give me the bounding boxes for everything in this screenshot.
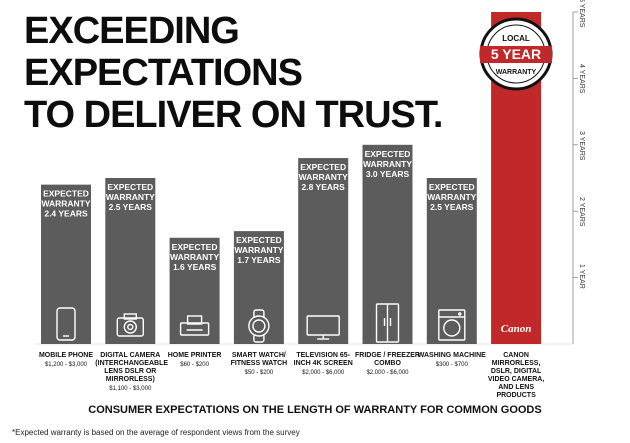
y-tick-label: 2 YEARS: [578, 197, 585, 227]
phone-icon: [56, 307, 76, 341]
bar-value-label: EXPECTED: [43, 189, 89, 199]
title-line-1: EXCEEDING EXPECTATIONS: [24, 10, 303, 94]
bar: [298, 158, 349, 344]
category-name: WASHING MACHINE: [417, 352, 486, 359]
category-label: FRIDGE / FREEZER COMBO $2,000 - $6,000: [353, 352, 423, 377]
bar-value-label: WARRANTY: [106, 192, 155, 202]
camera-icon: [116, 313, 145, 337]
y-tick-label: 5 YEARS: [578, 0, 585, 28]
category-name: TELEVISION 65-INCH 4K SCREEN: [293, 352, 353, 367]
category-label: TELEVISION 65-INCH 4K SCREEN $2,000 - $6,…: [288, 352, 358, 377]
bar-value-label: WARRANTY: [234, 245, 283, 255]
tv-icon: [306, 315, 340, 340]
bar-value-label: 2.5 YEARS: [109, 202, 153, 212]
bar-value-label: WARRANTY: [41, 199, 90, 209]
category-label: WASHING MACHINE $300 - $700: [417, 352, 487, 369]
category-label: MOBILE PHONE $1,200 - $3,000: [31, 352, 101, 369]
category-label: DIGITAL CAMERA (INTERCHANGEABLE LENS DSL…: [95, 352, 169, 393]
category-label: HOME PRINTER $60 - $200: [160, 352, 230, 369]
category-price-range: $1,100 - $3,000: [109, 386, 152, 392]
five-year-warranty-badge: LOCAL 5 YEAR WARRANTY: [478, 16, 554, 92]
bar-value-label: 1.6 YEARS: [173, 262, 217, 272]
badge-middle-text: 5 YEAR: [491, 46, 541, 62]
page-title: EXCEEDING EXPECTATIONS TO DELIVER ON TRU…: [24, 10, 484, 136]
badge-bottom-text: WARRANTY: [496, 69, 537, 76]
canon-logo: Canon: [501, 323, 532, 335]
category-price-range: $1,200 - $3,000: [44, 362, 88, 368]
category-price-range: $50 - $200: [244, 370, 274, 376]
footnote: *Expected warranty is based on the avera…: [12, 428, 300, 437]
y-tick-label: 1 YEAR: [578, 263, 585, 289]
bar-value-label: EXPECTED: [300, 162, 346, 172]
bar: [105, 178, 156, 344]
watch-icon: [248, 309, 270, 343]
bar-value-label: WARRANTY: [427, 192, 476, 202]
category-name: HOME PRINTER: [167, 352, 222, 359]
badge-top-text: LOCAL: [502, 34, 530, 43]
washer-icon: [438, 309, 466, 341]
bar-value-label: EXPECTED: [365, 149, 411, 159]
bar-value-label: 1.7 YEARS: [237, 255, 281, 265]
bar-value-label: WARRANTY: [363, 159, 412, 169]
category-price-range: $2,000 - $6,000: [366, 370, 409, 376]
bar-value-label: 2.4 YEARS: [44, 209, 88, 219]
bar-value-label: EXPECTED: [107, 182, 153, 192]
bar: [41, 184, 91, 344]
bar-value-label: EXPECTED: [172, 242, 218, 252]
y-tick-label: 3 YEARS: [578, 130, 585, 161]
category-name: FRIDGE / FREEZER COMBO: [355, 352, 420, 367]
bar-value-label: EXPECTED: [429, 182, 475, 192]
category-name: MOBILE PHONE: [38, 352, 94, 359]
bar-value-label: 2.8 YEARS: [302, 182, 346, 192]
category-label: CANON MIRRORLESS, DSLR, DIGITAL VIDEO CA…: [481, 352, 551, 400]
bar: [169, 237, 220, 344]
category-name: SMART WATCH/ FITNESS WATCH: [230, 352, 288, 367]
category-name: DIGITAL CAMERA (INTERCHANGEABLE LENS DSL…: [95, 352, 169, 383]
bar-value-label: WARRANTY: [299, 172, 348, 182]
y-tick-label: 4 YEARS: [578, 64, 585, 94]
bar-value-label: EXPECTED: [236, 235, 282, 245]
bar-value-label: 3.0 YEARS: [366, 169, 410, 179]
category-name: CANON MIRRORLESS, DSLR, DIGITAL VIDEO CA…: [487, 352, 545, 399]
category-price-range: $2,000 - $6,000: [302, 370, 345, 376]
printer-icon: [179, 315, 210, 336]
chart-subtitle: CONSUMER EXPECTATIONS ON THE LENGTH OF W…: [88, 404, 542, 416]
title-line-2: TO DELIVER ON TRUST.: [24, 94, 443, 136]
category-price-range: $60 - $200: [180, 362, 209, 368]
fridge-icon: [375, 303, 400, 343]
category-price-range: $300 - $700: [435, 362, 468, 368]
bar-value-label: WARRANTY: [170, 252, 219, 262]
canon-logo-text: Canon: [501, 323, 532, 335]
bar-value-label: 2.5 YEARS: [430, 202, 474, 212]
category-label: SMART WATCH/ FITNESS WATCH $50 - $200: [224, 352, 294, 377]
